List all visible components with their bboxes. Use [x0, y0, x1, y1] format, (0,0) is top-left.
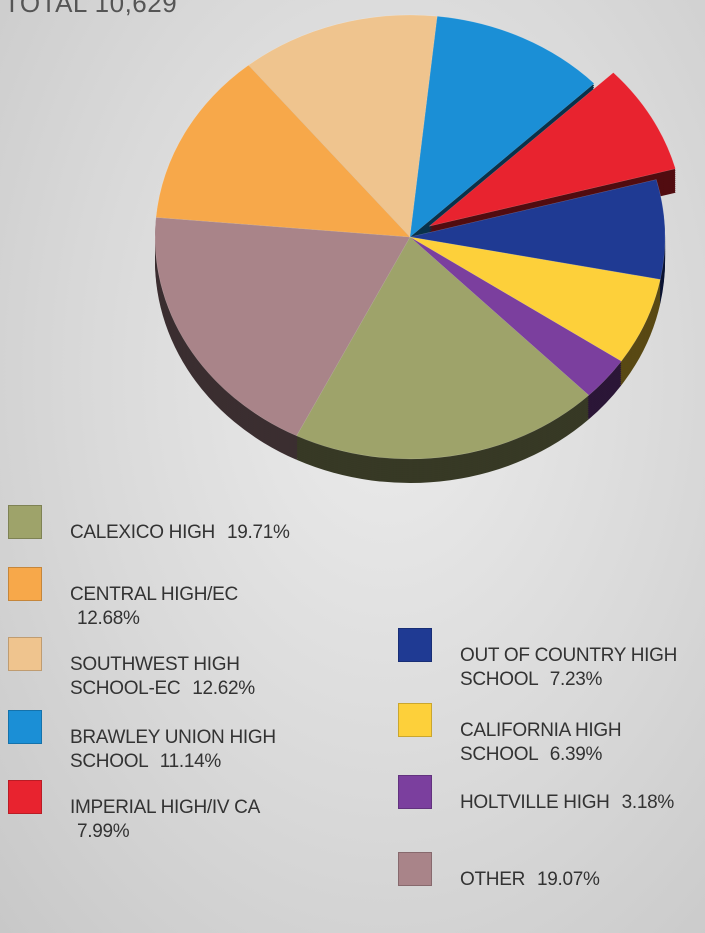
legend-label: CALIFORNIA HIGH SCHOOL — [460, 720, 622, 765]
legend-value: 12.62% — [192, 678, 255, 699]
slice — [155, 64, 411, 238]
legend-entry: OUT OF COUNTRY HIGH SCHOOL 7.23% — [460, 644, 695, 692]
legend-value: 7.99% — [77, 821, 130, 842]
legend-value: 3.18% — [621, 792, 675, 813]
legend-entry: IMPERIAL HIGH/IV CA 7.99% — [70, 796, 300, 844]
slice — [296, 236, 590, 460]
legend-value: 12.68% — [77, 608, 140, 629]
legend-label: SOUTHWEST HIGH SCHOOL-EC — [70, 654, 240, 699]
pie-chart — [154, 14, 676, 483]
legend-entry: BRAWLEY UNION HIGH SCHOOL 11.14% — [70, 726, 330, 774]
legend-swatch — [398, 852, 432, 886]
legend-swatch — [8, 710, 42, 744]
legend-entry: CALIFORNIA HIGH SCHOOL 6.39% — [460, 719, 650, 767]
slice — [409, 236, 661, 362]
slice — [248, 14, 438, 238]
legend-swatch — [398, 628, 432, 662]
legend-label: CALEXICO HIGH — [70, 522, 215, 543]
legend-swatch — [8, 780, 42, 814]
slice — [154, 217, 411, 437]
legend-value: 7.23% — [549, 669, 603, 690]
legend-swatch — [398, 775, 432, 809]
legend-entry: OTHER 19.07% — [460, 868, 705, 892]
legend-swatch — [8, 637, 42, 671]
legend-swatch — [8, 505, 42, 539]
legend-entry: SOUTHWEST HIGH SCHOOL-EC 12.62% — [70, 653, 270, 701]
legend-swatch — [398, 703, 432, 737]
legend-swatch — [8, 567, 42, 601]
legend-label: OUT OF COUNTRY HIGH SCHOOL — [460, 645, 678, 690]
legend-value: 19.07% — [537, 869, 600, 890]
slice — [409, 179, 666, 280]
slice — [409, 16, 595, 238]
legend-label: HOLTVILLE HIGH — [460, 792, 610, 813]
slice — [429, 72, 676, 227]
chart-title: TOTAL 10,629 — [4, 0, 178, 18]
slice — [409, 236, 622, 396]
legend-entry: CALEXICO HIGH 19.71% — [70, 521, 370, 545]
legend-value: 11.14% — [159, 751, 222, 772]
legend-label: BRAWLEY UNION HIGH SCHOOL — [70, 727, 276, 772]
legend-label: OTHER — [460, 869, 526, 890]
legend-value: 6.39% — [549, 744, 603, 765]
legend-value: 19.71% — [226, 522, 290, 543]
legend-entry: HOLTVILLE HIGH 3.18% — [460, 791, 705, 815]
legend-label: CENTRAL HIGH/EC — [70, 584, 238, 605]
legend-label: IMPERIAL HIGH/IV CA — [70, 797, 259, 818]
legend-entry: CENTRAL HIGH/EC 12.68% — [70, 583, 260, 631]
